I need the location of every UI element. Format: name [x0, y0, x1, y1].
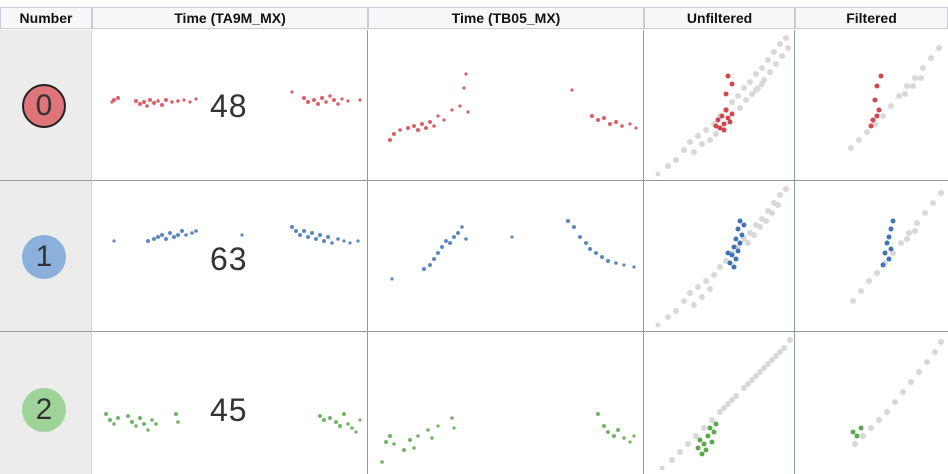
- time-ta9m-plot-2: [104, 412, 362, 434]
- filtered-cell-2[interactable]: [795, 332, 948, 474]
- time-ta9m-points-0: [110, 90, 362, 108]
- time-ta9m-cell-0[interactable]: 48: [92, 30, 368, 181]
- filtered-background-points-0: [848, 45, 942, 151]
- time-tb05-cell-2[interactable]: [368, 332, 644, 474]
- filtered-cell-0[interactable]: [795, 30, 948, 181]
- highlighted-points-0: [713, 73, 735, 133]
- record-count-0: 48: [210, 88, 248, 124]
- number-cell-0: 0: [0, 30, 92, 181]
- filtered-plot-0: [848, 45, 942, 151]
- filtered-plot-1: [850, 190, 944, 304]
- header-number[interactable]: Number: [0, 7, 92, 29]
- time-tb05-points-2: [380, 412, 636, 464]
- number-cell-2: 2: [0, 332, 92, 474]
- filtered-highlighted-points-2: [850, 425, 864, 439]
- cluster-badge-0[interactable]: 0: [22, 84, 66, 128]
- highlighted-points-2: [695, 421, 719, 457]
- record-count-2: 45: [210, 392, 248, 428]
- cluster-badge-2[interactable]: 2: [22, 388, 66, 432]
- time-tb05-plot-2: [380, 412, 636, 464]
- cluster-badge-1[interactable]: 1: [22, 235, 66, 279]
- record-count-1: 63: [210, 241, 248, 277]
- filtered-plot-2: [850, 339, 944, 447]
- time-tb05-plot-1: [390, 219, 636, 281]
- time-tb05-points-1: [390, 219, 636, 281]
- filtered-cell-1[interactable]: [795, 181, 948, 332]
- time-tb05-cell-0[interactable]: [368, 30, 644, 181]
- time-ta9m-points-2: [104, 412, 362, 434]
- background-points-1: [655, 186, 789, 328]
- unfiltered-plot-1: [655, 186, 789, 328]
- unfiltered-cell-0[interactable]: [644, 30, 795, 181]
- unfiltered-plot-0: [655, 35, 791, 177]
- cluster-number-2: 2: [35, 393, 53, 426]
- unfiltered-cell-1[interactable]: [644, 181, 795, 332]
- time-ta9m-cell-1[interactable]: 63: [92, 181, 368, 332]
- header-unfiltered[interactable]: Unfiltered: [644, 7, 795, 29]
- background-points-0: [655, 35, 791, 177]
- time-ta9m-points-1: [112, 225, 360, 245]
- time-ta9m-plot-1: [112, 225, 360, 245]
- header-filtered[interactable]: Filtered: [795, 7, 948, 29]
- filtered-highlighted-points-1: [880, 218, 896, 268]
- time-tb05-plot-0: [388, 72, 638, 142]
- unfiltered-cell-2[interactable]: [644, 332, 795, 474]
- highlighted-points-1: [725, 218, 747, 270]
- header-time-ta9m[interactable]: Time (TA9M_MX): [92, 7, 368, 29]
- time-ta9m-plot-0: [110, 90, 362, 108]
- filtered-background-points-1: [850, 190, 944, 304]
- filtered-highlighted-points-0: [868, 73, 884, 129]
- cluster-number-1: 1: [35, 240, 53, 273]
- number-cell-1: 1: [0, 181, 92, 332]
- time-tb05-cell-1[interactable]: [368, 181, 644, 332]
- header-time-tb05[interactable]: Time (TB05_MX): [368, 7, 644, 29]
- cluster-number-0: 0: [35, 89, 53, 122]
- time-tb05-points-0: [388, 72, 638, 142]
- time-ta9m-cell-2[interactable]: 45: [92, 332, 368, 474]
- filtered-background-points-2: [852, 339, 944, 447]
- unfiltered-plot-2: [659, 337, 793, 471]
- background-points-2: [659, 337, 793, 471]
